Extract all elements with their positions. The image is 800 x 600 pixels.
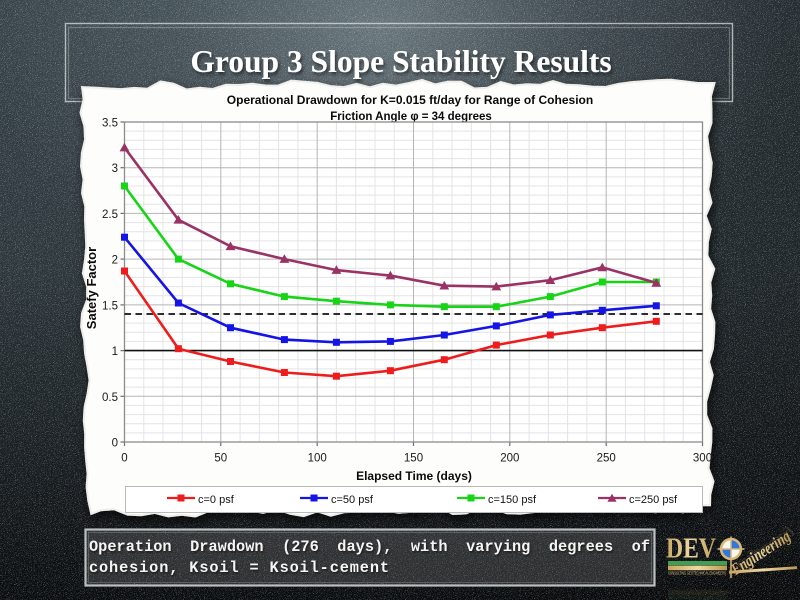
svg-text:2: 2 [112,255,118,267]
svg-text:2.5: 2.5 [102,209,118,221]
svg-text:Group 3 Slope Stability Result: Group 3 Slope Stability Results [190,44,611,79]
svg-text:c=0 psf: c=0 psf [198,494,235,506]
svg-text:0: 0 [112,438,118,450]
svg-text:Operational Drawdown for K=0.0: Operational Drawdown for K=0.015 ft/day … [227,93,593,107]
svg-text:300: 300 [693,453,712,465]
svg-text:1.5: 1.5 [102,300,118,312]
svg-text:0: 0 [121,453,127,465]
svg-text:c=50 psf: c=50 psf [331,494,374,506]
svg-text:c=150 psf: c=150 psf [488,494,537,506]
svg-text:3: 3 [112,163,118,175]
svg-text:200: 200 [500,453,519,465]
svg-text:50: 50 [214,453,227,465]
svg-text:Elapsed Time (days): Elapsed Time (days) [356,469,472,483]
svg-text:3.5: 3.5 [102,118,118,130]
svg-text:Satefy Factor: Satefy Factor [84,247,99,329]
svg-text:Friction Angle φ = 34 degrees: Friction Angle φ = 34 degrees [330,111,492,123]
svg-text:250: 250 [597,453,616,465]
svg-text:100: 100 [308,453,327,465]
svg-text:1: 1 [112,346,118,358]
svg-text:CONSULTING GEOTECHNICAL ENGINE: CONSULTING GEOTECHNICAL ENGINEERS [668,570,726,575]
svg-text:150: 150 [404,453,423,465]
svg-text:DEV: DEV [666,596,716,600]
svg-text:0.5: 0.5 [102,392,118,404]
svg-text:DEV: DEV [666,534,716,565]
svg-text:c=250 psf: c=250 psf [629,494,678,506]
